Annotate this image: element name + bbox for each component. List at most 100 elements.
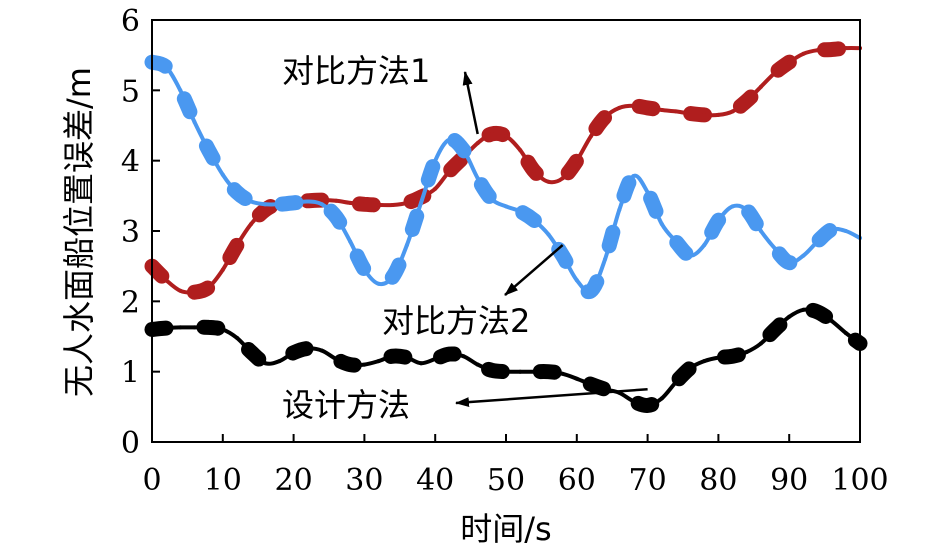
series-3-point bbox=[730, 354, 735, 359]
series-1-point bbox=[773, 70, 777, 75]
series-1-point bbox=[603, 115, 608, 120]
y-tick-label: 4 bbox=[121, 145, 140, 180]
series-3-point bbox=[447, 352, 452, 357]
series-2-point bbox=[220, 172, 225, 177]
series-2-point bbox=[419, 200, 423, 205]
series-2-point bbox=[546, 232, 551, 237]
series-2-point bbox=[433, 158, 438, 163]
series-2-point bbox=[376, 281, 381, 286]
anno-method2: 对比方法2 bbox=[382, 302, 530, 340]
series-1-point bbox=[730, 109, 735, 114]
series-1-point bbox=[206, 285, 211, 290]
x-tick-label: 0 bbox=[142, 463, 161, 498]
series-1-point bbox=[758, 84, 763, 89]
series-1-point bbox=[192, 290, 197, 295]
series-1-point bbox=[843, 46, 848, 51]
series-3-point bbox=[390, 354, 395, 359]
series-1-point bbox=[362, 202, 367, 207]
series-1-point bbox=[504, 134, 508, 139]
series-2-point bbox=[461, 148, 466, 153]
series-layer bbox=[144, 40, 868, 413]
y-tick-label: 6 bbox=[121, 4, 140, 39]
series-1-point bbox=[475, 141, 480, 146]
series-2-point bbox=[277, 202, 282, 207]
series-2-point bbox=[560, 253, 565, 258]
series-1-point bbox=[249, 222, 254, 226]
series-3-point bbox=[334, 357, 339, 361]
series-3-point bbox=[659, 396, 664, 401]
x-axis-title: 时间/s bbox=[460, 510, 551, 548]
series-3-point bbox=[645, 403, 650, 408]
x-tick-label: 90 bbox=[770, 463, 808, 498]
series-2-point bbox=[489, 197, 494, 202]
x-tick-label: 60 bbox=[558, 463, 596, 498]
anno-design-arrow bbox=[455, 388, 648, 408]
x-tick-label: 80 bbox=[699, 463, 737, 498]
series-3-point bbox=[319, 348, 324, 353]
series-1-point bbox=[829, 47, 834, 52]
series-3-point bbox=[603, 387, 608, 392]
series-3-point bbox=[206, 325, 211, 330]
series-3-point bbox=[815, 309, 820, 314]
series-1-point bbox=[489, 131, 494, 136]
series-2-point bbox=[362, 267, 367, 272]
series-2-point bbox=[249, 199, 254, 204]
series-1-point bbox=[319, 198, 324, 203]
series-2-point bbox=[178, 88, 183, 93]
series-1-point bbox=[390, 203, 395, 207]
series-2-point bbox=[475, 176, 480, 181]
series-3-point bbox=[773, 327, 777, 332]
series-2-point bbox=[206, 148, 211, 153]
series-3-point bbox=[348, 362, 353, 367]
series-2-point bbox=[702, 243, 707, 248]
series-3-point bbox=[376, 359, 381, 364]
anno-method2-arrow bbox=[504, 244, 564, 296]
series-2-point bbox=[673, 239, 678, 244]
series-1-point bbox=[744, 98, 749, 103]
y-tick-label: 5 bbox=[121, 74, 140, 109]
series-1-point bbox=[164, 278, 169, 283]
series-1-point bbox=[617, 105, 622, 110]
series-2-point bbox=[447, 137, 452, 142]
series-2-point bbox=[291, 200, 296, 205]
series-2-point bbox=[815, 239, 820, 244]
series-1-point bbox=[235, 243, 239, 248]
series-2-point bbox=[773, 246, 777, 251]
series-3-point bbox=[843, 331, 848, 335]
series-2-point bbox=[504, 204, 508, 209]
series-2-point bbox=[843, 229, 848, 233]
y-tick-label: 1 bbox=[121, 356, 140, 391]
series-2-point bbox=[716, 218, 721, 223]
series-2-point bbox=[730, 204, 735, 209]
series-3-point bbox=[461, 354, 466, 359]
anno-method1: 对比方法1 bbox=[282, 52, 430, 90]
series-3-point bbox=[178, 325, 183, 330]
x-axis-ticks: 0 10 20 30 40 50 60 70 80 90 100 bbox=[142, 434, 889, 498]
series-3-point bbox=[801, 307, 806, 312]
series-3-point bbox=[475, 362, 480, 367]
series-3-point bbox=[291, 350, 296, 355]
series-1-point bbox=[220, 267, 225, 272]
x-tick-label: 30 bbox=[345, 463, 383, 498]
series-3-point bbox=[404, 355, 409, 360]
series-3-point bbox=[758, 341, 763, 346]
x-tick-label: 100 bbox=[831, 463, 888, 498]
series-1-point bbox=[447, 169, 452, 174]
series-2-point bbox=[390, 274, 395, 279]
series-1-point bbox=[334, 198, 339, 203]
series-3-point bbox=[419, 361, 423, 366]
series-1-point bbox=[376, 203, 381, 207]
series-1-point bbox=[263, 207, 268, 212]
series-3-point bbox=[829, 319, 834, 323]
series-1-point bbox=[801, 51, 806, 56]
series-1-point bbox=[631, 103, 636, 108]
series-3-point bbox=[589, 382, 593, 387]
series-1-point bbox=[518, 148, 523, 153]
x-tick-label: 70 bbox=[629, 463, 667, 498]
series-1-point bbox=[589, 134, 593, 139]
series-3-point bbox=[744, 350, 749, 354]
y-axis-title: 无人水面船位置误差/m bbox=[60, 67, 98, 397]
series-2-point bbox=[263, 202, 268, 207]
series-3-point bbox=[235, 335, 239, 340]
series-2-point bbox=[404, 243, 409, 248]
